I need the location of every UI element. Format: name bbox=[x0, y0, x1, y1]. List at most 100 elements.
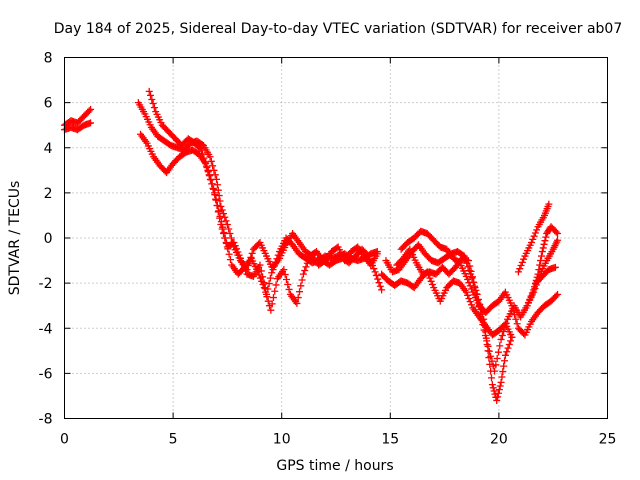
data-point bbox=[221, 234, 229, 242]
data-point bbox=[282, 276, 290, 284]
data-point bbox=[500, 362, 508, 370]
y-tick-label: 8 bbox=[44, 51, 53, 67]
data-point bbox=[269, 294, 277, 302]
data-point bbox=[539, 244, 547, 252]
data-point bbox=[480, 326, 488, 334]
data-point bbox=[259, 273, 267, 281]
data-point bbox=[516, 265, 524, 273]
data-point bbox=[531, 229, 539, 237]
data-point bbox=[552, 228, 560, 236]
y-tick-label: -2 bbox=[39, 276, 53, 292]
x-axis-label: GPS time / hours bbox=[276, 458, 393, 474]
data-point bbox=[370, 265, 378, 273]
data-point bbox=[374, 275, 382, 283]
data-point bbox=[508, 302, 516, 310]
x-tick-label: 5 bbox=[169, 432, 178, 448]
data-point bbox=[464, 291, 472, 299]
data-point bbox=[527, 292, 535, 300]
x-tick-label: 25 bbox=[599, 432, 617, 448]
data-point bbox=[478, 315, 486, 323]
data-point bbox=[508, 333, 516, 341]
data-point bbox=[150, 104, 158, 112]
data-point bbox=[523, 302, 531, 310]
data-point bbox=[468, 301, 476, 309]
data-point bbox=[533, 226, 541, 234]
data-point bbox=[468, 273, 476, 281]
data-point bbox=[466, 282, 474, 290]
data-point bbox=[499, 368, 507, 376]
data-point bbox=[214, 208, 222, 216]
data-point bbox=[518, 258, 526, 266]
y-tick-label: -4 bbox=[39, 321, 53, 337]
data-point bbox=[205, 171, 213, 179]
data-point bbox=[236, 254, 244, 262]
data-point bbox=[511, 311, 519, 319]
data-point bbox=[481, 331, 489, 339]
data-point bbox=[530, 286, 538, 294]
data-point bbox=[498, 373, 506, 381]
data-point bbox=[217, 202, 225, 210]
data-point bbox=[147, 91, 155, 99]
data-point bbox=[536, 261, 544, 269]
data-point bbox=[512, 315, 520, 323]
data-point bbox=[502, 319, 510, 327]
data-point bbox=[545, 200, 553, 208]
y-tick-label: -6 bbox=[39, 366, 53, 382]
data-point bbox=[488, 357, 496, 365]
data-point bbox=[466, 262, 474, 270]
data-point bbox=[554, 290, 562, 298]
data-point bbox=[210, 189, 218, 197]
data-point bbox=[268, 269, 276, 277]
y-tick-label: 6 bbox=[44, 96, 53, 112]
series-track-7 bbox=[382, 241, 516, 404]
data-point bbox=[378, 286, 386, 294]
data-point bbox=[528, 289, 536, 297]
y-tick-label: 2 bbox=[44, 186, 53, 202]
data-point bbox=[226, 256, 234, 264]
data-point bbox=[464, 276, 472, 284]
data-point bbox=[541, 237, 549, 245]
data-point bbox=[484, 342, 492, 350]
data-point bbox=[538, 248, 546, 256]
data-point bbox=[213, 181, 221, 189]
data-point bbox=[505, 340, 513, 348]
data-point bbox=[303, 259, 311, 267]
data-point bbox=[302, 263, 310, 271]
data-point bbox=[465, 279, 473, 287]
series-track-11 bbox=[523, 223, 562, 310]
data-point bbox=[372, 271, 380, 279]
data-point bbox=[517, 262, 525, 270]
data-point bbox=[210, 166, 218, 174]
data-point bbox=[488, 374, 496, 382]
data-point bbox=[497, 336, 505, 344]
data-point bbox=[233, 245, 241, 253]
data-point bbox=[375, 279, 383, 287]
data-point bbox=[537, 252, 545, 260]
data-point bbox=[231, 242, 239, 250]
data-point bbox=[267, 306, 275, 314]
data-point bbox=[248, 249, 256, 257]
data-point bbox=[504, 344, 512, 352]
data-point bbox=[496, 382, 504, 390]
data-point bbox=[487, 352, 495, 360]
data-point bbox=[272, 281, 280, 289]
data-point bbox=[145, 87, 153, 95]
data-point bbox=[520, 255, 528, 263]
data-point bbox=[264, 285, 272, 293]
data-point bbox=[534, 270, 542, 278]
x-tick-label: 0 bbox=[60, 432, 69, 448]
series-track-2 bbox=[61, 119, 95, 134]
data-point bbox=[298, 276, 306, 284]
data-point bbox=[148, 95, 156, 103]
data-point bbox=[240, 264, 248, 272]
data-point bbox=[479, 321, 487, 329]
data-point bbox=[542, 233, 550, 241]
data-point bbox=[513, 320, 521, 328]
x-tick-label: 20 bbox=[490, 432, 508, 448]
data-point bbox=[509, 306, 517, 314]
data-point bbox=[215, 192, 223, 200]
data-point bbox=[197, 146, 205, 154]
data-point bbox=[376, 282, 384, 290]
data-point bbox=[85, 107, 93, 115]
